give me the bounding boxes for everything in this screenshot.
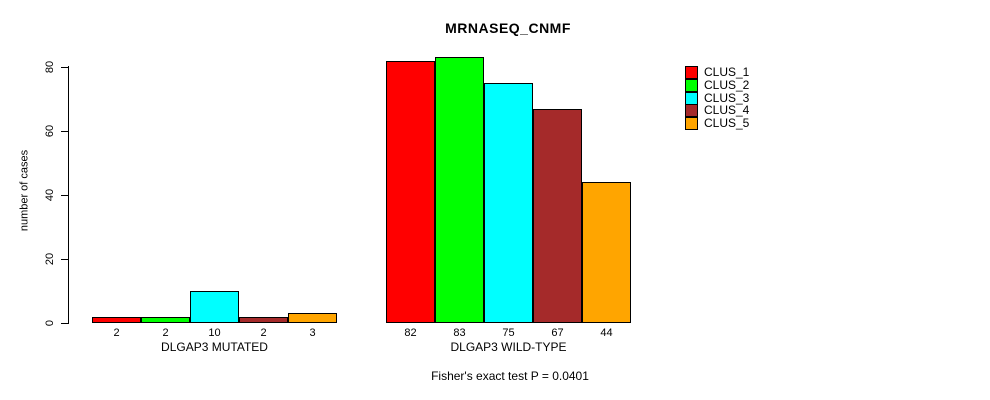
legend: CLUS_1 CLUS_2 CLUS_3 CLUS_4 CLUS_5 <box>685 66 805 146</box>
legend-swatch-clus_4 <box>685 104 698 117</box>
y-tick-mark <box>61 131 68 132</box>
legend-swatch-clus_5 <box>685 117 698 130</box>
bar-value-label: 82 <box>404 327 417 339</box>
legend-item-clus_1: CLUS_1 <box>685 66 805 79</box>
y-tick-mark <box>61 195 68 196</box>
legend-label: CLUS_5 <box>704 116 750 130</box>
footnote-pvalue: Fisher's exact test P = 0.0401 <box>431 369 589 383</box>
bar-value-label: 67 <box>551 327 564 339</box>
bar-value-label: 44 <box>600 327 613 339</box>
bar-clus_1-1 <box>386 61 435 323</box>
bar-value-label: 3 <box>309 327 316 339</box>
x-group-label: DLGAP3 MUTATED <box>161 340 268 354</box>
y-tick-label: 40 <box>44 188 56 202</box>
bar-value-label: 2 <box>260 327 267 339</box>
chart-title: MRNASEQ_CNMF <box>445 20 571 36</box>
legend-item-clus_3: CLUS_3 <box>685 92 805 105</box>
y-axis-line <box>68 66 69 324</box>
legend-label: CLUS_2 <box>704 78 750 92</box>
bar-clus_2-0 <box>141 317 190 323</box>
y-tick-label: 80 <box>44 60 56 74</box>
bar-value-label: 83 <box>453 327 466 339</box>
legend-label: CLUS_1 <box>704 65 750 79</box>
bar-value-label: 75 <box>502 327 515 339</box>
bar-value-label: 2 <box>162 327 169 339</box>
y-tick-mark <box>61 323 68 324</box>
y-tick-label: 0 <box>44 319 56 327</box>
bar-value-label: 2 <box>113 327 120 339</box>
y-tick-label: 20 <box>44 252 56 266</box>
bar-clus_4-0 <box>239 317 288 323</box>
legend-swatch-clus_2 <box>685 79 698 92</box>
legend-item-clus_2: CLUS_2 <box>685 79 805 92</box>
legend-label: CLUS_3 <box>704 91 750 105</box>
legend-label: CLUS_4 <box>704 103 750 117</box>
bar-clus_5-0 <box>288 313 337 323</box>
x-group-label: DLGAP3 WILD-TYPE <box>450 340 567 354</box>
bar-clus_3-1 <box>484 83 533 323</box>
legend-swatch-clus_1 <box>685 66 698 79</box>
bar-clus_2-1 <box>435 57 484 323</box>
legend-item-clus_4: CLUS_4 <box>685 104 805 117</box>
y-tick-mark <box>61 67 68 68</box>
bar-value-label: 10 <box>208 327 221 339</box>
bar-clus_1-0 <box>92 317 141 323</box>
y-tick-label: 60 <box>44 124 56 138</box>
legend-item-clus_5: CLUS_5 <box>685 117 805 130</box>
bar-clus_3-0 <box>190 291 239 323</box>
y-tick-mark <box>61 259 68 260</box>
y-axis-label: number of cases <box>18 149 31 232</box>
bar-clus_5-1 <box>582 182 631 323</box>
bar-clus_4-1 <box>533 109 582 323</box>
